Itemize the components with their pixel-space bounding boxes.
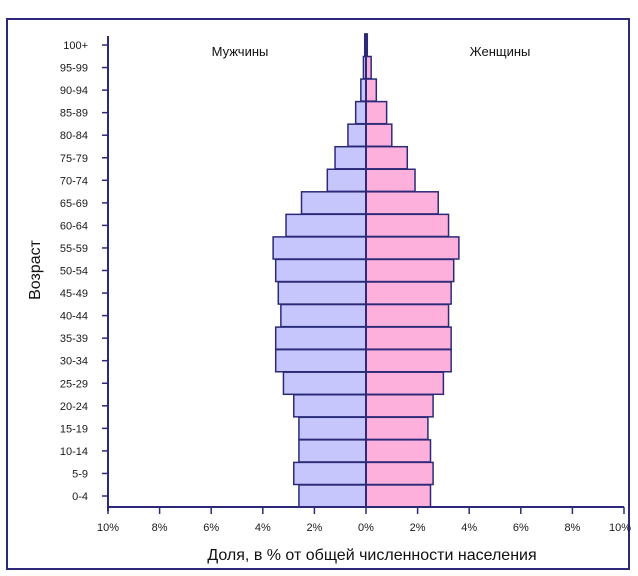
x-tick-label: 10% <box>609 522 631 534</box>
bar-female-65-69 <box>365 191 439 215</box>
y-tick-label: 20-24 <box>60 401 88 413</box>
bar-male-60-64 <box>285 213 367 238</box>
y-tick-label: 0-4 <box>72 491 88 503</box>
x-axis-title: Доля, в % от общей численности населения <box>207 547 536 564</box>
x-tick-label: 8% <box>152 522 168 534</box>
y-tick-label: 100+ <box>63 40 88 52</box>
x-tick-label: 10% <box>97 522 119 534</box>
bar-male-0-4 <box>298 484 367 508</box>
bar-female-0-4 <box>365 484 432 508</box>
bar-female-70-74 <box>365 168 416 193</box>
bar-male-15-19 <box>298 416 367 441</box>
x-tick-label: 2% <box>306 522 322 534</box>
bar-male-30-34 <box>274 348 367 373</box>
bar-male-20-24 <box>293 394 367 418</box>
bar-male-85-89 <box>354 100 367 125</box>
x-tick-label: 4% <box>255 522 271 534</box>
bar-female-10-14 <box>365 439 432 463</box>
bar-female-75-79 <box>365 145 409 170</box>
bar-male-45-49 <box>277 281 367 305</box>
x-tick-label: 4% <box>461 522 477 534</box>
y-tick-label: 75-79 <box>60 153 88 165</box>
y-tick-label: 35-39 <box>60 333 88 345</box>
bar-female-80-84 <box>365 123 393 147</box>
bar-female-20-24 <box>365 394 434 418</box>
x-tick-labels: 10% 8% 6% 4% 2% 0% 2% 4% 6% 8% 10% <box>97 507 631 534</box>
y-axis-title: Возраст <box>27 239 44 300</box>
bar-male-50-54 <box>274 258 367 283</box>
x-tick-label: 2% <box>410 522 426 534</box>
bar-female-15-19 <box>365 416 429 441</box>
bar-female-25-29 <box>365 371 445 396</box>
bar-male-25-29 <box>282 371 367 396</box>
bar-female-35-39 <box>365 326 452 350</box>
legend-male-label: Мужчины <box>212 44 269 59</box>
y-tick-label: 30-34 <box>60 356 88 368</box>
bar-female-60-64 <box>365 213 450 238</box>
x-tick-label: 0% <box>358 522 374 534</box>
bar-female-40-44 <box>365 303 450 328</box>
y-tick-label: 70-74 <box>60 175 88 187</box>
y-tick-label: 95-99 <box>60 63 88 75</box>
y-tick-label: 85-89 <box>60 108 88 120</box>
y-tick-label: 50-54 <box>60 266 88 278</box>
y-tick-label: 65-69 <box>60 198 88 210</box>
bar-male-10-14 <box>298 439 367 463</box>
bar-female-55-59 <box>365 236 460 260</box>
bar-male-40-44 <box>280 303 367 328</box>
x-tick-label: 8% <box>564 522 580 534</box>
y-tick-label: 80-84 <box>60 130 88 142</box>
y-tick-label: 40-44 <box>60 311 88 323</box>
y-tick-label: 5-9 <box>72 468 88 480</box>
bars-group <box>272 33 460 508</box>
y-tick-label: 55-59 <box>60 243 88 255</box>
y-tick-label: 45-49 <box>60 288 88 300</box>
bar-male-35-39 <box>274 326 367 350</box>
bar-male-75-79 <box>334 145 367 170</box>
y-tick-label: 60-64 <box>60 220 88 232</box>
bar-male-70-74 <box>326 168 367 193</box>
y-tick-label: 25-29 <box>60 378 88 390</box>
bar-male-65-69 <box>300 191 367 215</box>
bar-female-45-49 <box>365 281 452 305</box>
bar-female-90-94 <box>365 78 378 102</box>
bar-male-55-59 <box>272 236 367 260</box>
bar-male-80-84 <box>347 123 367 147</box>
x-tick-label: 6% <box>513 522 529 534</box>
bar-female-50-54 <box>365 258 455 283</box>
bar-female-85-89 <box>365 100 388 125</box>
y-tick-labels: 100+ 95-99 90-94 85-89 80-84 75-79 70-74 65-69 6… <box>60 40 108 503</box>
bar-female-30-34 <box>365 348 452 373</box>
legend-female-label: Женщины <box>470 44 531 59</box>
bar-male-5-9 <box>293 461 367 486</box>
bar-female-5-9 <box>365 461 434 486</box>
x-tick-label: 6% <box>203 522 219 534</box>
y-tick-label: 15-19 <box>60 423 88 435</box>
y-tick-label: 10-14 <box>60 446 88 458</box>
y-tick-label: 90-94 <box>60 85 88 97</box>
